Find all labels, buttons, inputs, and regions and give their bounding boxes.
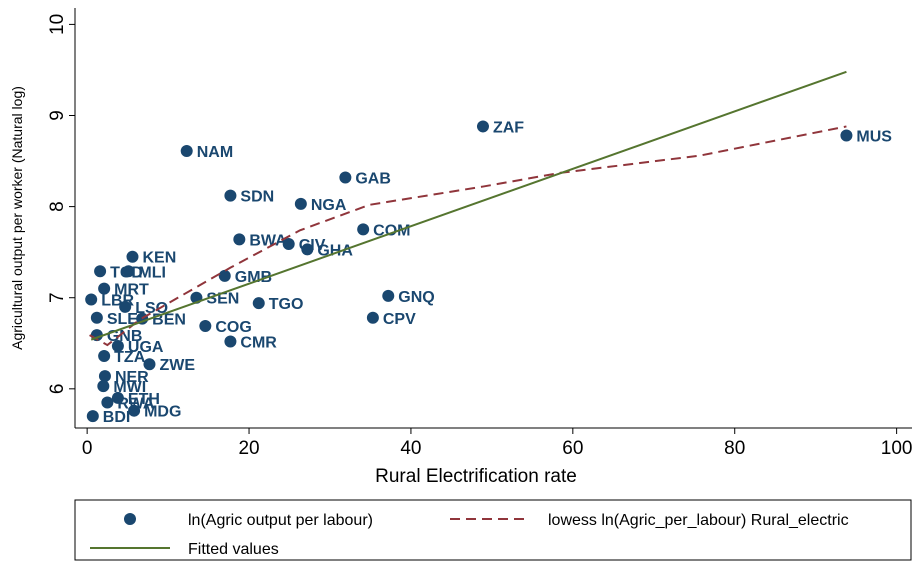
point <box>199 319 212 332</box>
legend-label: Fitted values <box>188 541 279 558</box>
point <box>111 391 124 404</box>
point-label: UGA <box>128 339 164 356</box>
point <box>98 282 111 295</box>
x-tick-label: 40 <box>400 438 421 459</box>
point <box>143 358 156 371</box>
legend-label: ln(Agric output per labour) <box>188 512 373 529</box>
point <box>86 410 99 423</box>
point-label: GAB <box>355 170 391 187</box>
point-label: COM <box>373 222 410 239</box>
point-label: MUS <box>856 129 892 146</box>
point-label: MDG <box>144 404 181 421</box>
point-label: KEN <box>142 250 176 267</box>
point <box>180 145 193 158</box>
point-label: CMR <box>240 334 277 351</box>
x-tick-label: 100 <box>881 438 913 459</box>
point <box>90 311 103 324</box>
point <box>224 335 237 348</box>
point-label: ZWE <box>159 357 195 374</box>
point-label: GMB <box>235 269 272 286</box>
point-label: TZA <box>114 349 146 366</box>
legend-box <box>74 499 912 561</box>
x-tick-label: 0 <box>82 438 93 459</box>
point-label: SLE <box>107 311 138 328</box>
point <box>294 197 307 210</box>
point <box>840 129 853 142</box>
point-label: TGO <box>269 296 304 313</box>
point-label: MLI <box>138 264 166 281</box>
point <box>339 171 352 184</box>
point-label: BWA <box>249 232 287 249</box>
y-tick-label: 10 <box>47 14 68 35</box>
point <box>224 189 237 202</box>
point-label: NER <box>115 369 149 386</box>
point-label: ZAF <box>493 119 524 136</box>
point-label: SDN <box>240 189 274 206</box>
point-label: BEN <box>152 312 186 329</box>
point-label: CPV <box>383 311 416 328</box>
point-label: GNQ <box>398 289 434 306</box>
point <box>85 293 98 306</box>
y-tick-label: 8 <box>47 201 68 212</box>
point <box>101 396 114 409</box>
point-label: NGA <box>311 197 347 214</box>
point-label: NAM <box>197 144 233 161</box>
point-label: MRT <box>114 282 149 299</box>
point <box>382 289 395 302</box>
x-tick-label: 60 <box>562 438 583 459</box>
point-label: ETH <box>128 391 160 408</box>
point <box>128 404 141 417</box>
point-label: COG <box>215 319 251 336</box>
fitted-line <box>90 70 847 341</box>
x-tick-label: 20 <box>238 438 259 459</box>
point <box>111 340 124 353</box>
point-label: RWA <box>117 395 154 412</box>
y-axis-title: Agricultural output per worker (Natural … <box>9 86 25 350</box>
legend-swatch <box>124 513 136 525</box>
point <box>98 350 111 363</box>
y-tick-label: 7 <box>47 292 68 303</box>
point <box>366 311 379 324</box>
point <box>98 370 111 383</box>
point-label: MWI <box>113 379 146 396</box>
point <box>126 250 139 263</box>
x-axis-title: Rural Electrification rate <box>375 466 577 487</box>
y-tick-label: 9 <box>47 110 68 121</box>
point <box>97 380 110 393</box>
point <box>218 269 231 282</box>
point <box>233 233 246 246</box>
point <box>94 265 107 278</box>
point-label: BDI <box>103 409 131 426</box>
point <box>122 265 135 278</box>
lowess-line <box>89 125 847 347</box>
point <box>282 237 295 250</box>
point-label: LSO <box>135 300 168 317</box>
y-tick-label: 6 <box>47 384 68 395</box>
point <box>476 120 489 133</box>
point <box>357 223 370 236</box>
point <box>252 297 265 310</box>
point <box>119 300 132 313</box>
point <box>301 243 314 256</box>
legend-label: lowess ln(Agric_per_labour) Rural_electr… <box>548 512 849 529</box>
x-tick-label: 80 <box>724 438 745 459</box>
